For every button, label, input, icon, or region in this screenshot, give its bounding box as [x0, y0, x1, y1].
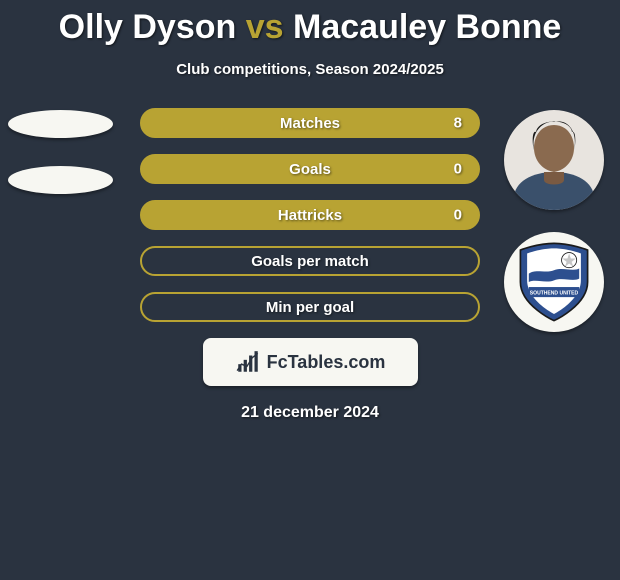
stat-value-right: 0 — [454, 207, 462, 224]
crest-icon: SOUTHEND UNITED — [512, 240, 596, 324]
date-text: 21 december 2024 — [0, 404, 620, 422]
bar-chart-icon — [235, 349, 261, 375]
svg-text:SOUTHEND UNITED: SOUTHEND UNITED — [530, 291, 579, 297]
avatar-placeholder — [8, 110, 113, 138]
stat-value-right: 0 — [454, 161, 462, 178]
stat-value-right: 8 — [454, 115, 462, 132]
club-crest: SOUTHEND UNITED — [504, 232, 604, 332]
stat-label: Min per goal — [266, 299, 354, 316]
stat-bar-goals-per-match: Goals per match — [140, 246, 480, 276]
stat-bar-hattricks: Hattricks 0 — [140, 200, 480, 230]
stat-label: Goals — [289, 161, 331, 178]
stat-label: Matches — [280, 115, 340, 132]
left-avatar-column — [8, 110, 113, 222]
comparison-content: SOUTHEND UNITED Matches 8 Goals 0 Hattri… — [0, 108, 620, 322]
title-vs: vs — [246, 8, 284, 46]
title-player2: Macauley Bonne — [293, 8, 561, 46]
stat-label: Hattricks — [278, 207, 342, 224]
stat-label: Goals per match — [251, 253, 369, 270]
footer-brand-text: FcTables.com — [267, 352, 386, 373]
subtitle: Club competitions, Season 2024/2025 — [0, 61, 620, 78]
stat-bar-goals: Goals 0 — [140, 154, 480, 184]
player-photo — [504, 110, 604, 210]
person-icon — [504, 110, 604, 210]
footer-brand-badge: FcTables.com — [203, 338, 418, 386]
stat-bars: Matches 8 Goals 0 Hattricks 0 Goals per … — [140, 108, 480, 322]
stat-bar-matches: Matches 8 — [140, 108, 480, 138]
right-avatar-column: SOUTHEND UNITED — [504, 110, 604, 332]
title-player1: Olly Dyson — [59, 8, 237, 46]
stat-bar-min-per-goal: Min per goal — [140, 292, 480, 322]
avatar-placeholder — [8, 166, 113, 194]
page-title: Olly Dyson vs Macauley Bonne — [0, 0, 620, 47]
